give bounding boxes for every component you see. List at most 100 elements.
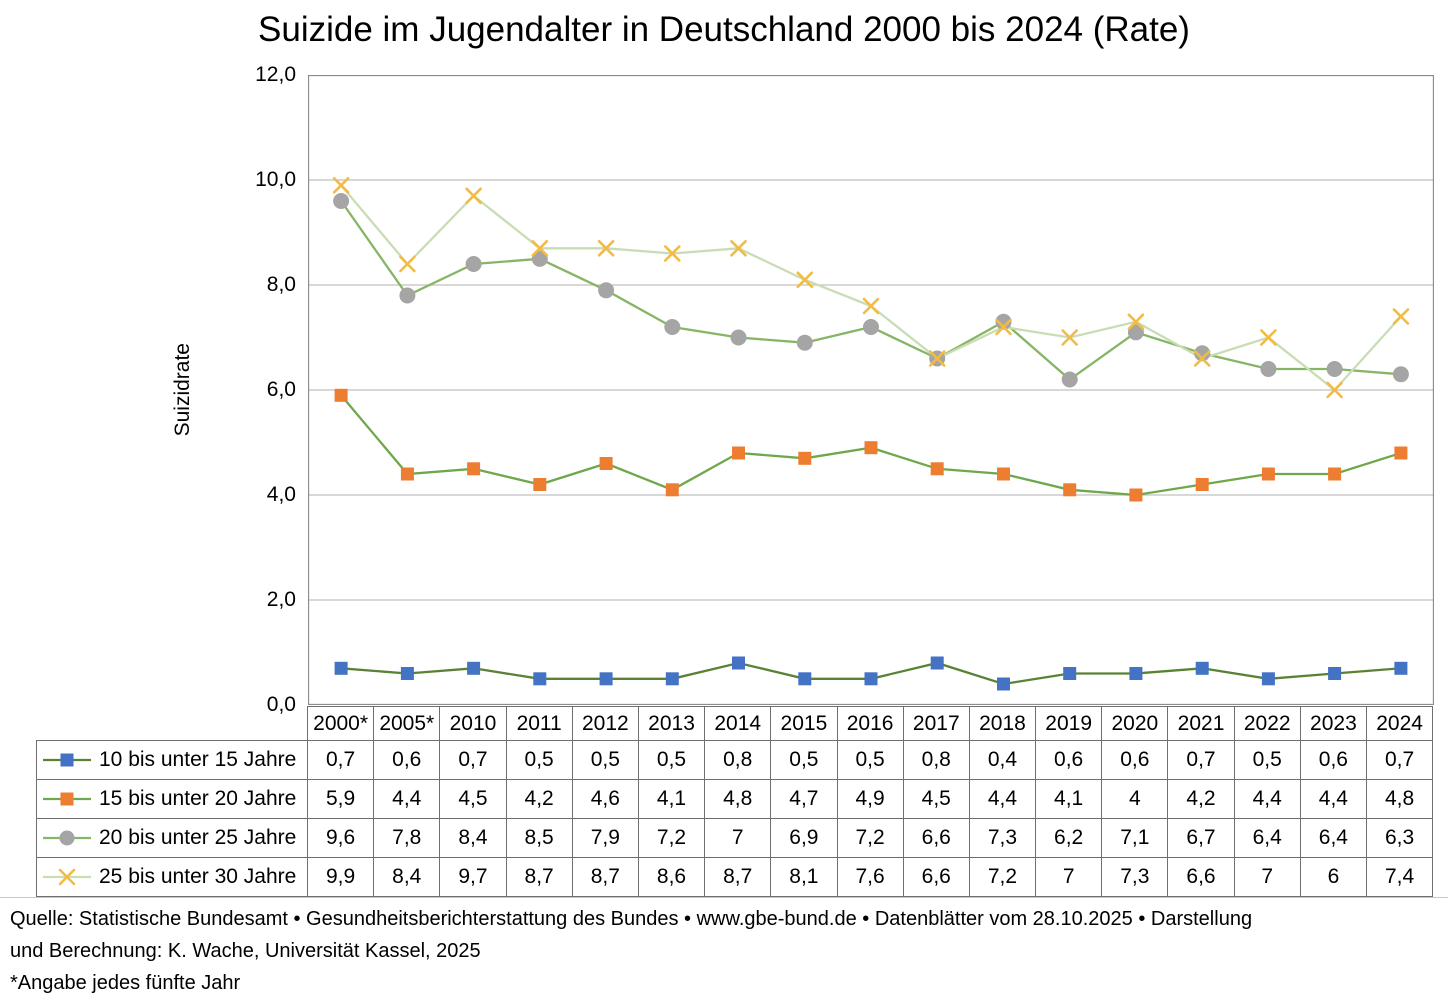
- year-header-cell: 2011: [505, 706, 573, 741]
- table-cell: 8,4: [373, 857, 441, 897]
- year-header-cell: 2020: [1101, 706, 1169, 741]
- data-point: [1328, 467, 1342, 481]
- year-header-cell: 2022: [1233, 706, 1301, 741]
- series-line-3: [340, 184, 1402, 392]
- plot-border: [308, 75, 1434, 705]
- legend-cell: 10 bis unter 15 Jahre: [36, 740, 308, 780]
- data-point: [533, 672, 547, 686]
- table-cell: 7: [1233, 857, 1301, 897]
- table-cell: 7,2: [836, 818, 904, 858]
- data-point: [864, 672, 878, 686]
- table-cell: 0,7: [439, 740, 507, 780]
- data-point: [1394, 446, 1408, 460]
- data-point: [400, 467, 414, 481]
- table-cell: 4,8: [704, 779, 772, 819]
- table-cell: 8,7: [704, 857, 772, 897]
- source-note-line2: und Berechnung: K. Wache, Universität Ka…: [10, 940, 481, 962]
- table-cell: 4,8: [1365, 779, 1434, 819]
- table-cell: 9,7: [439, 857, 507, 897]
- table-cell: 0,8: [704, 740, 772, 780]
- data-point: [1195, 661, 1209, 675]
- table-cell: 8,1: [770, 857, 838, 897]
- data-point: [1394, 661, 1408, 675]
- year-header-cell: 2021: [1167, 706, 1235, 741]
- data-point: [798, 672, 812, 686]
- year-header-cell: 2018: [968, 706, 1037, 741]
- year-header-cell: 2014: [704, 706, 772, 741]
- table-cell: 7,4: [1365, 857, 1434, 897]
- data-point: [332, 177, 350, 194]
- data-point: [334, 661, 348, 675]
- y-tick-label: 10,0: [255, 168, 296, 191]
- data-point: [997, 467, 1010, 481]
- table-cell: 0,6: [1035, 740, 1103, 780]
- data-point: [1061, 371, 1078, 388]
- table-cell: 6,4: [1299, 818, 1368, 858]
- table-cell: 6,7: [1167, 818, 1235, 858]
- table-cell: 4,4: [1299, 779, 1368, 819]
- table-row: 25 bis unter 30 Jahre 9,9 8,4 9,7 8,7 8,7 8,6 8…: [36, 857, 1434, 897]
- data-point: [864, 441, 878, 455]
- data-point: [730, 329, 747, 346]
- table-cell: 0,7: [306, 740, 375, 780]
- table-cell: 4,1: [637, 779, 706, 819]
- y-tick-label: 8,0: [266, 273, 296, 296]
- data-point: [665, 483, 679, 497]
- data-table: 2000* 2005* 2010 2011 2012 2013 2014 2015 2016 20…: [36, 706, 1434, 897]
- data-point: [664, 245, 681, 262]
- year-header-cell: 2010: [439, 706, 507, 741]
- table-cell: 7,3: [968, 818, 1037, 858]
- data-point: [798, 451, 812, 465]
- data-point: [930, 462, 944, 476]
- data-point: [400, 667, 414, 680]
- data-point: [533, 478, 547, 491]
- data-point: [995, 318, 1012, 336]
- table-cell: 4,5: [439, 779, 507, 819]
- data-point: [1328, 667, 1342, 680]
- legend-cell: 20 bis unter 25 Jahre: [36, 818, 308, 858]
- table-cell: 0,5: [505, 740, 573, 780]
- data-point: [732, 446, 745, 460]
- data-point: [599, 672, 613, 686]
- table-cell: 8,7: [505, 857, 573, 897]
- data-point: [1193, 350, 1211, 367]
- table-cell: 6,4: [1233, 818, 1301, 858]
- table-cell: 0,7: [1167, 740, 1235, 780]
- y-tick-label: 4,0: [266, 483, 296, 506]
- table-cell: 8,4: [439, 818, 507, 858]
- x-marker-icon: [43, 868, 91, 886]
- data-point: [597, 240, 615, 257]
- data-point: [928, 350, 946, 367]
- table-cell: 4,4: [1233, 779, 1301, 819]
- table-cell: 4,4: [373, 779, 441, 819]
- table-cell: 6,2: [1035, 818, 1103, 858]
- series-label: 10 bis unter 15 Jahre: [99, 748, 297, 771]
- table-cell: 4,2: [1167, 779, 1235, 819]
- table-cell: 7,8: [373, 818, 441, 858]
- y-tick-label: 2,0: [266, 588, 296, 611]
- table-cell: 0,6: [1299, 740, 1368, 780]
- table-row: 15 bis unter 20 Jahre 5,9 4,4 4,5 4,2 4,6 4,1 4…: [36, 779, 1434, 819]
- table-cell: 0,5: [1233, 740, 1301, 780]
- circle-marker-icon: [43, 830, 91, 846]
- data-point: [1392, 366, 1409, 383]
- data-point: [862, 297, 880, 315]
- table-cell: 7,1: [1101, 818, 1169, 858]
- table-row: 20 bis unter 25 Jahre 9,6 7,8 8,4 8,5 7,9 7,2 7…: [36, 818, 1434, 858]
- data-point: [1261, 467, 1275, 481]
- data-point: [1260, 361, 1277, 377]
- table-cell: 6,6: [902, 818, 970, 858]
- data-point: [1260, 329, 1277, 346]
- data-point: [1127, 324, 1144, 341]
- year-header-cell: 2005*: [373, 706, 441, 741]
- table-cell: 4,7: [770, 779, 838, 819]
- y-axis-ticks: 0,0 2,0 4,0 6,0 8,0 10,0 12,0: [200, 63, 296, 716]
- data-point: [399, 287, 416, 304]
- data-point: [598, 282, 615, 299]
- table-cell: 0,6: [373, 740, 441, 780]
- legend-cell: 25 bis unter 30 Jahre: [36, 857, 308, 897]
- y-axis-title-wrap: Suizidrate: [168, 75, 198, 705]
- table-cell: 0,7: [1365, 740, 1434, 780]
- table-cell: 0,4: [968, 740, 1037, 780]
- table-corner-spacer: [37, 707, 308, 741]
